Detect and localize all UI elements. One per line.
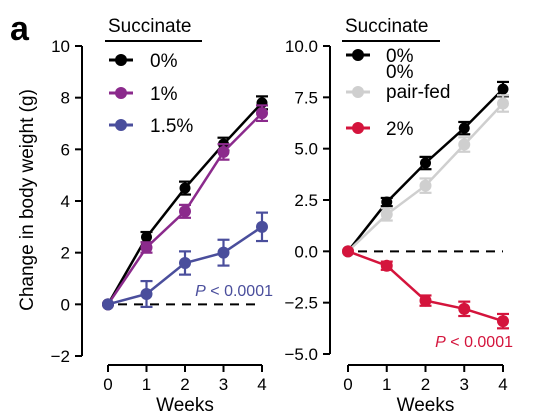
legend-label: 2% xyxy=(386,119,414,140)
p-value-text: < 0.0001 xyxy=(206,283,273,300)
y-tick-label: −2.5 xyxy=(284,294,318,313)
x-tick-label: 3 xyxy=(219,375,228,394)
y-tick-label: −5.0 xyxy=(284,345,318,364)
y-tick-label: 0.0 xyxy=(294,242,318,261)
data-point xyxy=(179,257,191,269)
y-axis-title: Change in body weight (g) xyxy=(17,89,38,311)
data-point xyxy=(256,107,268,120)
legend-label: 1% xyxy=(150,84,178,105)
p-value-symbol: P xyxy=(195,283,206,300)
y-tick-label: 0 xyxy=(61,295,70,314)
y-tick-label: 8 xyxy=(61,89,70,108)
x-tick-label: 0 xyxy=(103,375,112,394)
x-tick-label: 4 xyxy=(257,375,266,394)
data-point xyxy=(141,231,152,243)
data-point xyxy=(458,302,471,315)
legend-title: Succinate xyxy=(345,16,428,37)
data-point xyxy=(419,294,432,307)
y-tick-label: 4 xyxy=(61,192,70,211)
data-point xyxy=(458,122,470,134)
y-tick-label: 10 xyxy=(51,37,70,56)
p-value-text: < 0.0001 xyxy=(446,334,513,351)
x-axis-title: Weeks xyxy=(156,395,214,416)
chart-panel-left: −2 0 2 4 6 8 10 0 1 2 3 4 Weeks Change in body weight… xyxy=(17,16,273,416)
panel-label: a xyxy=(10,10,30,48)
legend-swatch-marker xyxy=(115,87,127,99)
y-tick-label: 2 xyxy=(61,244,70,263)
y-tick-label: 5.0 xyxy=(294,140,318,159)
legend-swatch-marker xyxy=(352,122,364,134)
data-point xyxy=(342,245,354,258)
data-point xyxy=(380,208,393,221)
y-tick-label: −2 xyxy=(51,347,70,366)
legend-swatch-marker xyxy=(352,86,364,98)
x-tick-label: 2 xyxy=(180,375,189,394)
legend-label-line: 0% xyxy=(386,62,414,83)
x-tick-label: 4 xyxy=(498,375,507,394)
legend-label: 0% xyxy=(386,46,414,67)
data-point xyxy=(458,138,471,151)
data-point xyxy=(380,259,393,272)
data-point xyxy=(179,205,191,218)
data-point xyxy=(217,246,230,259)
legend-swatch-marker xyxy=(115,54,127,66)
x-tick-label: 3 xyxy=(460,375,469,394)
legend-title: Succinate xyxy=(108,16,191,37)
y-tick-label: 2.5 xyxy=(294,191,318,210)
data-point xyxy=(102,298,114,311)
y-tick-label: 6 xyxy=(61,140,70,159)
data-point xyxy=(140,288,153,300)
data-point xyxy=(179,182,191,194)
data-point xyxy=(497,97,509,110)
p-value-symbol: P xyxy=(435,334,446,351)
y-tick-label: 10.0 xyxy=(285,37,318,56)
x-tick-label: 2 xyxy=(421,375,430,394)
data-point xyxy=(419,179,432,192)
data-point xyxy=(497,315,509,328)
x-tick-label: 0 xyxy=(343,375,352,394)
p-value-annotation: P < 0.0001 xyxy=(195,283,273,300)
x-axis-title: Weeks xyxy=(397,395,455,416)
data-point xyxy=(140,241,153,254)
chart-panel-right: −5.0 −2.5 0.0 2.5 5.0 7.5 10.0 0 1 2 3 4 Weeks Succin… xyxy=(284,16,513,416)
data-point xyxy=(420,157,431,169)
legend-label: 0% pair-fed xyxy=(386,62,450,103)
legend-label: 1.5% xyxy=(150,116,193,137)
data-point xyxy=(381,196,393,208)
legend-swatch-marker xyxy=(115,119,127,131)
data-point xyxy=(217,145,230,158)
series-line xyxy=(347,250,504,323)
x-tick-label: 1 xyxy=(382,375,391,394)
x-tick-label: 1 xyxy=(142,375,151,394)
data-point xyxy=(497,83,509,95)
legend-label: 0% xyxy=(150,51,178,72)
p-value-annotation: P < 0.0001 xyxy=(435,334,513,351)
legend-swatch-marker xyxy=(352,49,364,61)
legend-label-line: pair-fed xyxy=(386,82,450,103)
data-point xyxy=(256,220,268,233)
y-tick-label: 7.5 xyxy=(294,88,318,107)
